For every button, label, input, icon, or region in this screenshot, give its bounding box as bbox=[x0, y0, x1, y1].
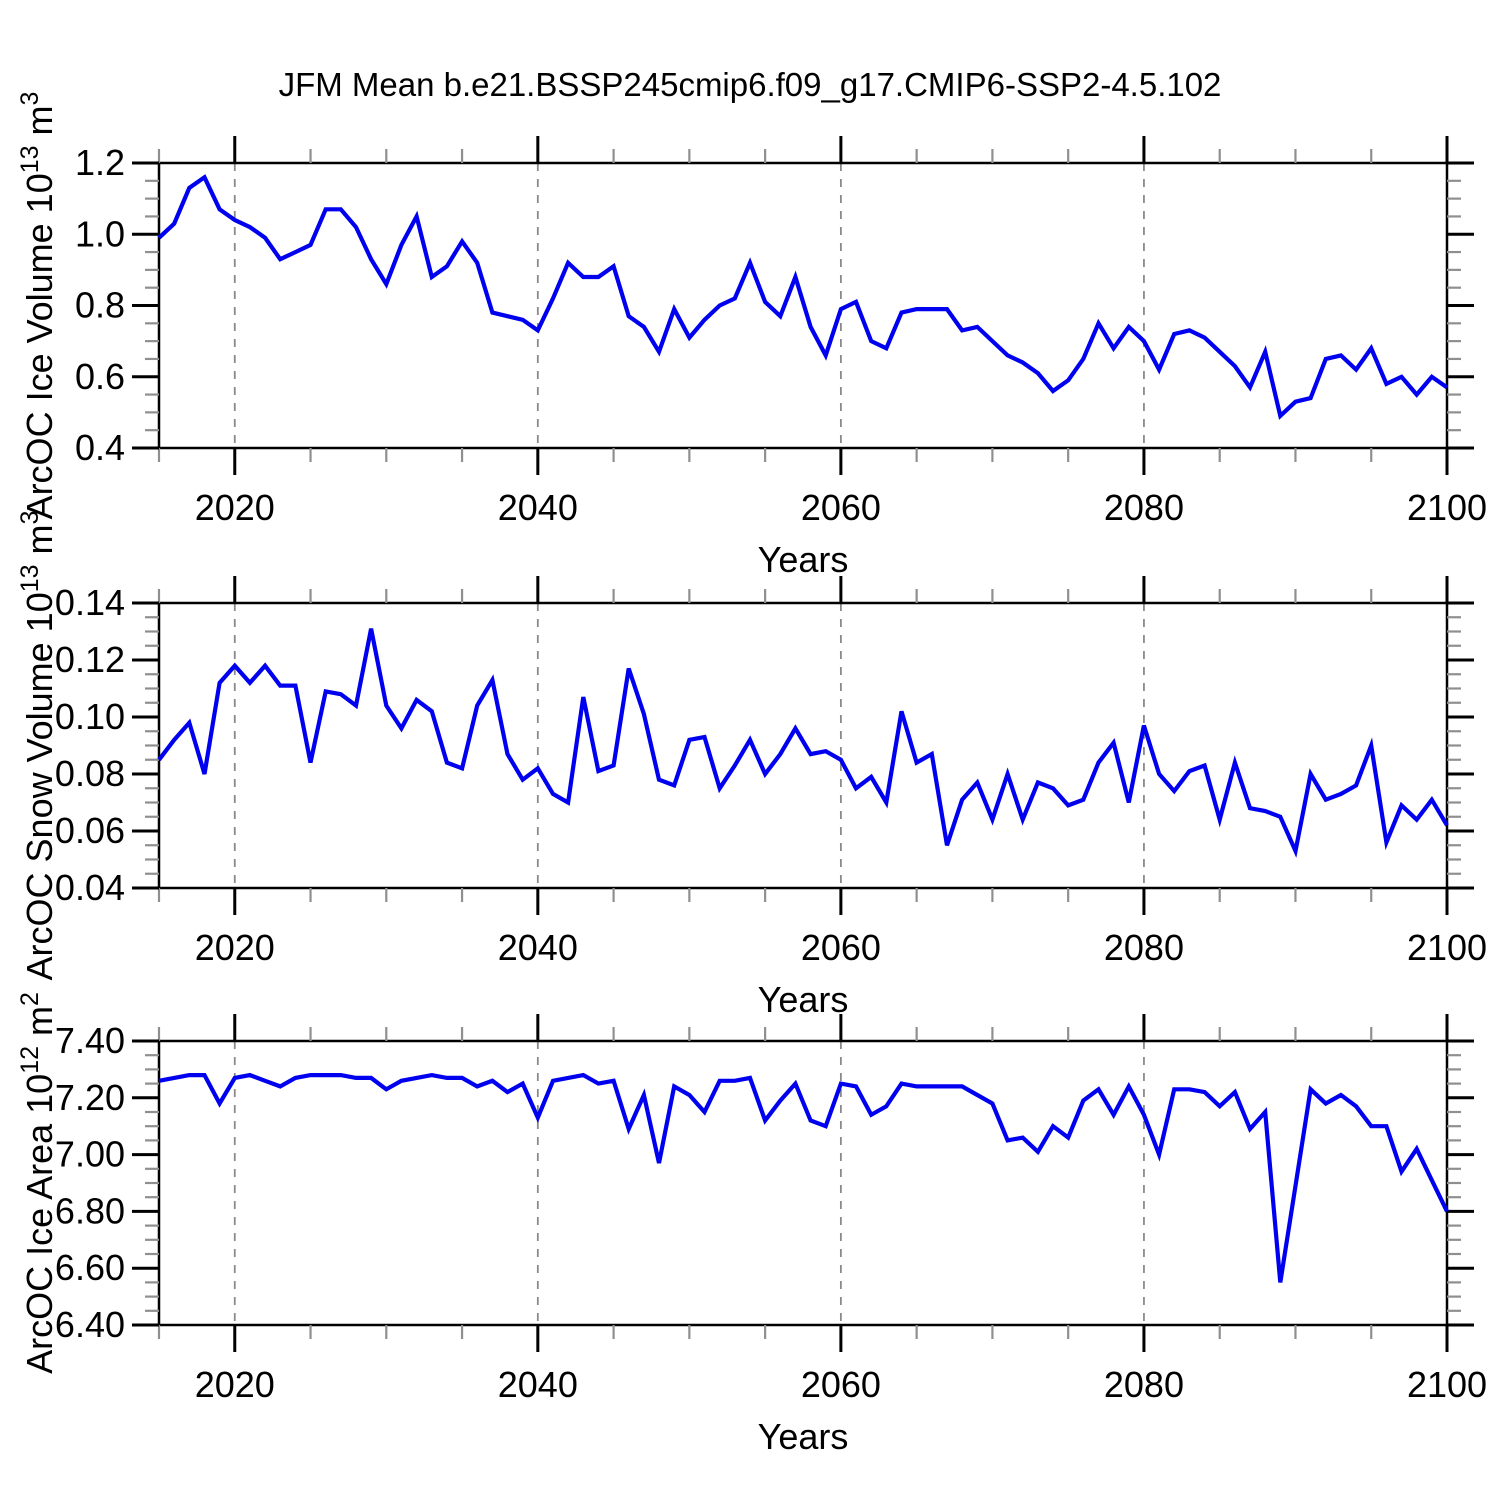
x-tick-label: 2080 bbox=[1104, 927, 1184, 968]
snow-volume-line bbox=[157, 628, 1449, 858]
y-tick-label: 0.10 bbox=[55, 696, 125, 737]
x-tick-label: 2100 bbox=[1407, 927, 1487, 968]
ice-area-line bbox=[158, 1072, 1449, 1283]
y-tick-label: 0.14 bbox=[55, 582, 125, 623]
x-axis-title: Years bbox=[758, 1416, 849, 1457]
figure-title: JFM Mean b.e21.BSSP245cmip6.f09_g17.CMIP… bbox=[278, 66, 1222, 103]
y-axis-title: ArcOC Ice Area 1012 m2 bbox=[16, 992, 60, 1374]
y-tick-label: 0.08 bbox=[55, 753, 125, 794]
snow-volume-chart: 2020 2040 2060 2080 2100 0.04 0.06 0.08 0.10 0.12… bbox=[16, 511, 1487, 1020]
x-axis-title: Years bbox=[758, 979, 849, 1020]
y-tick-label: 7.20 bbox=[55, 1077, 125, 1118]
y-tick-label: 0.6 bbox=[75, 356, 125, 397]
x-tick-label: 2080 bbox=[1104, 1364, 1184, 1405]
y-tick-label: 6.80 bbox=[55, 1190, 125, 1231]
y-tick-label: 1.2 bbox=[75, 142, 125, 183]
y-tick-label: 0.12 bbox=[55, 639, 125, 680]
x-axis-title: Years bbox=[758, 539, 849, 580]
y-axis-title: ArcOC Ice Volume 1013 m3 bbox=[16, 92, 60, 520]
x-tick-label: 2020 bbox=[195, 1364, 275, 1405]
y-tick-label: 7.00 bbox=[55, 1134, 125, 1175]
x-tick-label: 2040 bbox=[498, 1364, 578, 1405]
plot-border bbox=[157, 1039, 1449, 1327]
ice-volume-chart: 2020 2040 2060 2080 2100 0.4 0.6 0.8 1.0 1.2 Years… bbox=[16, 92, 1487, 580]
y-tick-label: 7.40 bbox=[55, 1020, 125, 1061]
x-tick-label: 2100 bbox=[1407, 1364, 1487, 1405]
y-axis-title: ArcOC Snow Volume 1013 m3 bbox=[16, 511, 60, 981]
x-tick-label: 2060 bbox=[801, 1364, 881, 1405]
y-tick-label: 0.8 bbox=[75, 285, 125, 326]
y-tick-label: 0.4 bbox=[75, 427, 125, 468]
x-tick-label: 2040 bbox=[498, 487, 578, 528]
x-tick-label: 2100 bbox=[1407, 487, 1487, 528]
x-tick-label: 2060 bbox=[801, 487, 881, 528]
x-tick-label: 2060 bbox=[801, 927, 881, 968]
ice-volume-line bbox=[157, 174, 1449, 420]
y-tick-label: 6.40 bbox=[55, 1304, 125, 1345]
plot-border bbox=[157, 601, 1449, 890]
x-tick-label: 2020 bbox=[195, 487, 275, 528]
y-tick-label: 0.06 bbox=[55, 810, 125, 851]
ice-area-chart: 2020 2040 2060 2080 2100 6.40 6.60 6.80 7.00 7.20… bbox=[16, 992, 1487, 1457]
y-tick-label: 1.0 bbox=[75, 213, 125, 254]
x-tick-label: 2040 bbox=[498, 927, 578, 968]
y-tick-label: 6.60 bbox=[55, 1247, 125, 1288]
y-tick-label: 0.04 bbox=[55, 867, 125, 908]
x-tick-label: 2080 bbox=[1104, 487, 1184, 528]
x-tick-label: 2020 bbox=[195, 927, 275, 968]
